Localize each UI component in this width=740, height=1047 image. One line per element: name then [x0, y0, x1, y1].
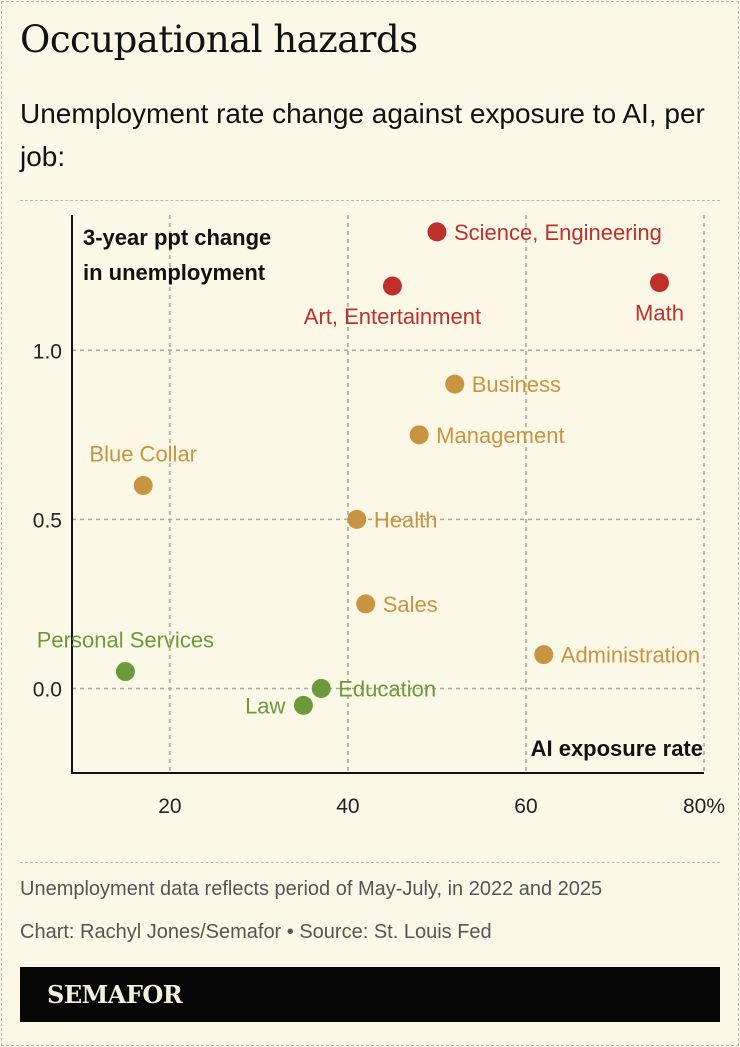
x-tick-label: 60 [514, 795, 537, 818]
data-point [534, 645, 554, 665]
data-label: Math [635, 301, 684, 326]
bottom-divider [20, 862, 720, 863]
data-point [311, 678, 331, 698]
data-point [409, 425, 429, 445]
data-point [356, 594, 376, 614]
semafor-logo: SEMAFOR [47, 980, 183, 1009]
footnote: Unemployment data reflects period of May… [20, 878, 603, 900]
data-label: Blue Collar [89, 442, 197, 467]
data-label: Management [436, 423, 564, 448]
y-axis-title-line2: in unemployment [83, 260, 266, 285]
y-axis-title-line1: 3-year ppt change [83, 225, 271, 250]
y-tick-label: 0.0 [33, 678, 62, 701]
data-label: Law [245, 693, 285, 718]
x-tick-label: 20 [158, 795, 181, 818]
data-point [115, 662, 135, 682]
x-axis-title: AI exposure rate [531, 736, 703, 761]
data-point [293, 695, 313, 715]
y-tick-label: 0.5 [33, 509, 62, 532]
data-label: Science, Engineering [454, 220, 662, 245]
data-point [427, 222, 447, 242]
data-point [133, 476, 153, 496]
data-point [649, 273, 669, 293]
credit-line: Chart: Rachyl Jones/Semafor • Source: St… [20, 921, 492, 943]
top-divider [20, 200, 720, 201]
data-point [382, 276, 402, 296]
x-tick-label: 40 [336, 795, 359, 818]
data-label: Art, Entertainment [304, 304, 481, 329]
data-label: Business [472, 372, 561, 397]
chart-title: Occupational hazards [20, 18, 418, 61]
logo-bar: SEMAFOR [20, 967, 720, 1022]
x-tick-label: 80% [683, 795, 725, 818]
data-point [347, 509, 367, 529]
data-label: Sales [383, 592, 438, 617]
data-label: Health [374, 507, 438, 532]
data-label: Personal Services [37, 628, 214, 653]
chart-subtitle: Unemployment rate change against exposur… [20, 98, 705, 172]
scatter-chart: 20 40 60 80% 0.0 0.5 1.0 3-year ppt change in un… [33, 215, 725, 818]
data-point [445, 374, 465, 394]
data-label: Education [338, 676, 436, 701]
y-tick-label: 1.0 [33, 340, 62, 363]
data-label: Administration [561, 643, 700, 668]
